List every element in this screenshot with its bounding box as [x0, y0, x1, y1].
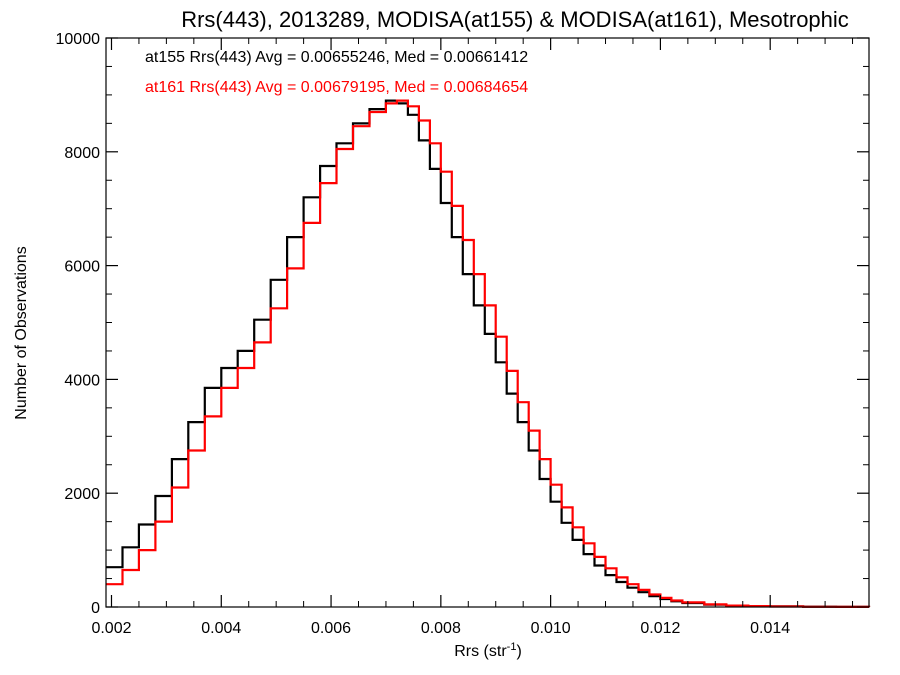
y-tick-label: 2000 — [64, 486, 100, 503]
y-axis-label: Number of Observations — [13, 246, 30, 419]
x-tick-label: 0.014 — [750, 620, 790, 637]
x-tick-label: 0.006 — [311, 620, 351, 637]
x-tick-label: 0.002 — [91, 620, 131, 637]
x-tick-label: 0.008 — [421, 620, 461, 637]
x-axis-label-main: Rrs (str — [454, 643, 507, 660]
x-axis-label-close: ) — [516, 643, 521, 660]
series-line-at155 — [106, 99, 871, 609]
y-tick-label: 10000 — [56, 31, 101, 48]
x-axis-label-superscript: -1 — [507, 641, 517, 653]
axes-layer: 0.002 0.004 0.006 0.008 0.010 0.012 0.014 0 2000… — [56, 31, 870, 637]
x-axis-label: Rrs (str-1) — [454, 641, 522, 660]
chart-title: Rrs(443), 2013289, MODISA(at155) & MODIS… — [181, 7, 849, 32]
annotation-at155: at155 Rrs(443) Avg = 0.00655246, Med = 0… — [145, 49, 528, 66]
x-tick-label: 0.004 — [201, 620, 241, 637]
x-tick-label: 0.010 — [531, 620, 571, 637]
plot-frame — [105, 37, 870, 608]
annotation-at161: at161 Rrs(443) Avg = 0.00679195, Med = 0… — [145, 79, 528, 96]
y-tick-label: 8000 — [64, 145, 100, 162]
y-tick-label: 6000 — [64, 259, 100, 276]
series-line-at161 — [106, 99, 871, 609]
series-layer — [106, 99, 871, 609]
y-tick-label: 0 — [91, 600, 100, 617]
y-tick-label: 4000 — [64, 372, 100, 389]
x-tick-label: 0.012 — [640, 620, 680, 637]
